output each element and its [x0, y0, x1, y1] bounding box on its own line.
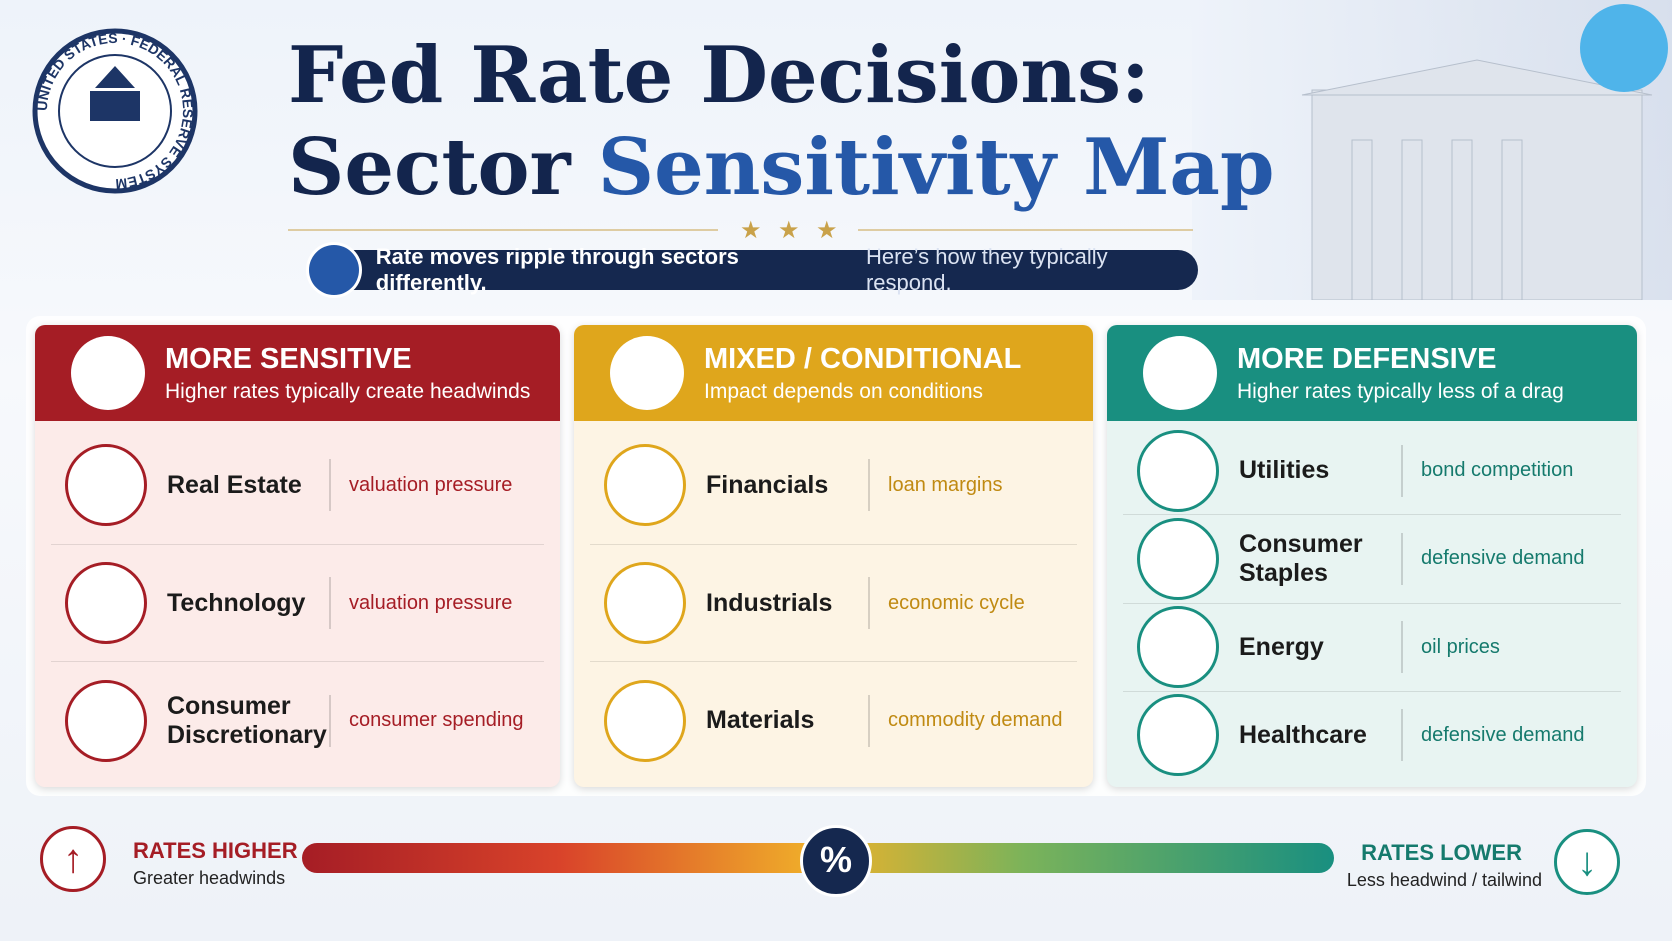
sector-row: Healthcare defensive demand [1123, 692, 1621, 779]
column-subtitle: Higher rates typically create headwinds [165, 379, 531, 403]
sector-name: Healthcare [1239, 721, 1367, 749]
sector-row: Technology valuation pressure [51, 545, 544, 663]
subtitle-banner: Rate moves ripple through sectors differ… [306, 242, 1198, 298]
header-text: MORE SENSITIVE Higher rates typically cre… [165, 343, 530, 404]
column-title: MORE SENSITIVE [165, 342, 412, 375]
sector-icon [65, 679, 147, 762]
sector-name: Consumer Staples [1239, 530, 1363, 587]
column-header: MIXED / CONDITIONAL Impact depends on con… [574, 325, 1093, 421]
column-subtitle: Impact depends on conditions [704, 379, 984, 403]
svg-text:★: ★ [816, 218, 838, 242]
column-title: MORE DEFENSIVE [1237, 342, 1497, 375]
column: MORE SENSITIVE Higher rates typically cre… [35, 325, 560, 787]
sector-icon [1137, 429, 1219, 512]
sector-note: valuation pressure [329, 459, 512, 512]
subtitle-bold: Rate moves ripple through sectors differ… [375, 244, 739, 295]
scale-left-sub: Greater headwinds [133, 868, 286, 888]
sector-row: Financials loan margins [590, 427, 1077, 545]
logo-badge [1580, 4, 1668, 92]
column-body: Utilities bond competition Consumer Staple… [1107, 421, 1637, 787]
sector-icon [65, 562, 147, 644]
sector-name: Industrials [706, 588, 833, 617]
header-icon [71, 336, 145, 410]
sector-name: Technology [167, 588, 306, 617]
column-header: MORE SENSITIVE Higher rates typically cre… [35, 325, 560, 421]
sector-row: Utilities bond competition [1123, 427, 1621, 516]
divider: ★ ★ ★ [288, 218, 1193, 242]
sector-name: Materials [706, 706, 815, 735]
column: MORE DEFENSIVE Higher rates typically les… [1107, 325, 1637, 787]
sector-name: Utilities [1239, 456, 1330, 485]
sector-note: loan margins [868, 459, 1003, 512]
subtitle-icon [306, 242, 362, 298]
sector-row: Consumer Discretionary consumer spending [51, 662, 544, 779]
sector-row: Consumer Staples defensive demand [1123, 515, 1621, 604]
header-icon [610, 336, 684, 410]
sector-note: defensive demand [1401, 532, 1584, 585]
sector-name: Energy [1239, 632, 1324, 661]
scale-left-title: RATES HIGHER [133, 838, 298, 863]
building-backdrop [1192, 0, 1672, 301]
sector-row: Energy oil prices [1123, 604, 1621, 692]
header-text: MORE DEFENSIVE Higher rates typically les… [1237, 343, 1564, 404]
sector-note: commodity demand [868, 694, 1063, 747]
sector-name: Consumer Discretionary [167, 691, 327, 749]
sector-icon [65, 444, 147, 527]
sector-note: consumer spending [329, 694, 524, 747]
sector-note: economic cycle [868, 577, 1025, 629]
sector-note: bond competition [1401, 444, 1573, 497]
sector-note: valuation pressure [329, 577, 512, 629]
column-body: Financials loan margins Industrials economi… [574, 421, 1093, 787]
column-header: MORE DEFENSIVE Higher rates typically les… [1107, 325, 1637, 421]
sector-row: Industrials economic cycle [590, 545, 1077, 663]
sector-note: oil prices [1401, 621, 1500, 674]
header-text: MIXED / CONDITIONAL Impact depends on con… [704, 343, 1021, 404]
scale-right-title: RATES LOWER [1361, 840, 1522, 865]
subtitle-rest: Here’s how they typically respond. [865, 244, 1108, 295]
column-title: MIXED / CONDITIONAL [704, 342, 1022, 375]
scale-center: % [800, 825, 872, 897]
building [1301, 59, 1653, 301]
svg-text:★: ★ [740, 218, 762, 242]
column-subtitle: Higher rates typically less of a drag [1237, 379, 1564, 403]
sector-row: Materials commodity demand [590, 662, 1077, 779]
sector-icon [604, 444, 686, 527]
scale-right-sub: Less headwind / tailwind [1346, 870, 1542, 890]
svg-text:★: ★ [778, 218, 800, 242]
sector-icon [1137, 517, 1219, 600]
up-arrow: ↑ [40, 826, 106, 892]
title-part-highlight: Sensitivity Map [597, 122, 1275, 213]
sector-name: Real Estate [167, 470, 302, 499]
title-part: Sector [288, 122, 571, 213]
sector-note: defensive demand [1401, 709, 1584, 762]
header-icon [1143, 336, 1217, 410]
sector-icon [604, 562, 686, 644]
sector-icon [604, 679, 686, 762]
down-arrow: ↓ [1554, 829, 1620, 895]
sector-icon [1137, 606, 1219, 689]
title-line2: Sector Sensitivity Map [288, 122, 1275, 213]
column-body: Real Estate valuation pressure Technology v… [35, 421, 560, 787]
sector-name: Financials [706, 470, 829, 499]
sector-row: Real Estate valuation pressure [51, 427, 544, 545]
title-line1: Fed Rate Decisions: [288, 30, 1150, 121]
column: MIXED / CONDITIONAL Impact depends on con… [574, 325, 1093, 787]
seal: UNITED STATES · FEDERAL RESERVE SYSTEM [32, 28, 198, 194]
sector-icon [1137, 694, 1219, 777]
